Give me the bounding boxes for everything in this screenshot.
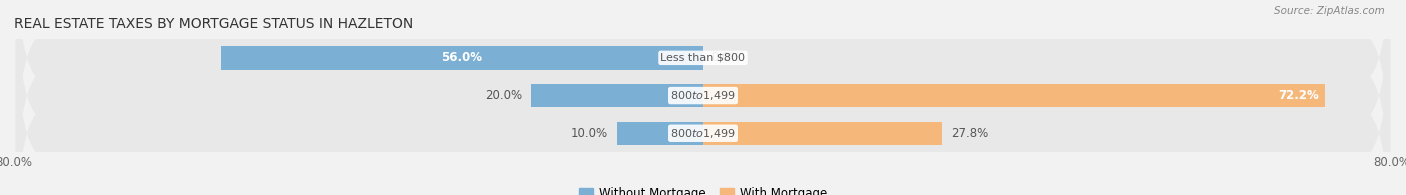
Text: 27.8%: 27.8% [950,127,988,140]
FancyBboxPatch shape [15,0,1391,181]
Text: 0.0%: 0.0% [711,51,741,64]
Bar [531,84,703,107]
Bar [617,121,703,145]
Text: Less than $800: Less than $800 [661,53,745,63]
Text: $800 to $1,499: $800 to $1,499 [671,89,735,102]
Legend: Without Mortgage, With Mortgage: Without Mortgage, With Mortgage [574,183,832,195]
Bar [703,121,942,145]
Bar [703,84,1324,107]
Text: 72.2%: 72.2% [1278,89,1319,102]
FancyBboxPatch shape [15,0,1391,195]
Text: 20.0%: 20.0% [485,89,522,102]
FancyBboxPatch shape [15,10,1391,195]
Bar [221,46,703,70]
Text: 56.0%: 56.0% [441,51,482,64]
Text: 10.0%: 10.0% [571,127,609,140]
Text: REAL ESTATE TAXES BY MORTGAGE STATUS IN HAZLETON: REAL ESTATE TAXES BY MORTGAGE STATUS IN … [14,17,413,31]
Text: $800 to $1,499: $800 to $1,499 [671,127,735,140]
Text: Source: ZipAtlas.com: Source: ZipAtlas.com [1274,6,1385,16]
